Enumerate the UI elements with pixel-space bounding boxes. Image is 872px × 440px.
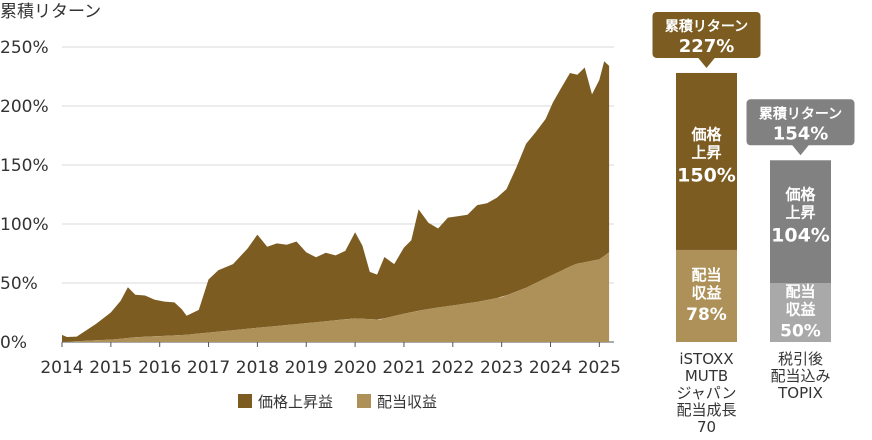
category-label: 税引後 (778, 350, 823, 368)
category-label: MUTB (685, 367, 728, 385)
price-gain-label: 上昇 (691, 143, 721, 161)
dividend-label: 収益 (691, 284, 721, 302)
x-axis-ticks: 2014 2015 2016 2017 2018 2019 2020 2021 2022 2023… (40, 342, 621, 378)
x-tick-label: 2022 (431, 358, 474, 378)
price-gain-label: 価格 (784, 186, 816, 204)
price-gain-value: 150% (677, 164, 736, 186)
price-gain-bar-segment (676, 72, 737, 250)
area-series (62, 61, 610, 342)
callout-title: 累積リターン (759, 105, 842, 122)
x-tick-label: 2015 (89, 358, 132, 378)
y-tick-label: 150% (0, 156, 49, 176)
x-tick-label: 2020 (333, 358, 376, 378)
category-label: ジャパン (676, 384, 736, 402)
y-tick-label: 100% (0, 215, 49, 235)
category-label: 配当込み (770, 367, 830, 385)
category-label: TOPIX (777, 384, 823, 402)
y-tick-label: 250% (0, 38, 49, 58)
legend-label: 配当収益 (377, 393, 437, 411)
legend-swatch (357, 394, 371, 408)
total-return-callout (652, 11, 761, 58)
callout-value: 227% (679, 36, 735, 57)
category-label: 配当成長 (676, 401, 736, 419)
legend-label: 価格上昇益 (258, 393, 333, 411)
category-label: iSTOXX (679, 350, 733, 368)
dividend-value: 50% (780, 322, 821, 342)
price-gain-label: 価格 (690, 125, 722, 143)
y-axis-ticks: 0% 50% 100% 150% 200% 250% (0, 38, 49, 353)
dividend-label: 配当 (691, 266, 721, 284)
dividend-label: 収益 (785, 301, 815, 319)
x-tick-label: 2014 (40, 358, 83, 378)
y-tick-label: 0% (0, 333, 27, 353)
total-return-callout (746, 99, 855, 146)
comparison-bars: 価格上昇150%配当収益78%累積リターン227%iSTOXXMUTBジャパン配… (652, 11, 855, 436)
dividend-bar-segment (676, 249, 737, 342)
x-tick-label: 2021 (382, 358, 425, 378)
callout-pointer (791, 144, 810, 156)
x-tick-label: 2016 (138, 358, 181, 378)
callout-value: 154% (773, 123, 829, 144)
x-tick-label: 2019 (285, 358, 328, 378)
x-tick-label: 2024 (529, 358, 572, 378)
y-tick-label: 50% (0, 274, 38, 294)
dividend-label: 配当 (785, 283, 815, 301)
legend: 価格上昇益 配当収益 (238, 393, 437, 411)
callout-title: 累積リターン (665, 18, 748, 35)
price-gain-bar-segment (770, 160, 831, 283)
price-gain-label: 上昇 (785, 204, 815, 222)
category-label: 70 (697, 418, 716, 436)
dividend-bar-segment (770, 283, 831, 342)
legend-swatch (238, 394, 252, 408)
dividend-income-area (62, 252, 610, 342)
x-tick-label: 2025 (578, 358, 621, 378)
y-tick-label: 200% (0, 97, 49, 117)
x-tick-label: 2018 (236, 358, 279, 378)
price-gain-area (62, 61, 610, 342)
callout-pointer (697, 56, 716, 68)
dividend-value: 78% (686, 305, 727, 325)
x-tick-label: 2023 (480, 358, 523, 378)
y-axis-title: 累積リターン (0, 2, 101, 22)
price-gain-value: 104% (771, 225, 830, 247)
x-tick-label: 2017 (187, 358, 230, 378)
